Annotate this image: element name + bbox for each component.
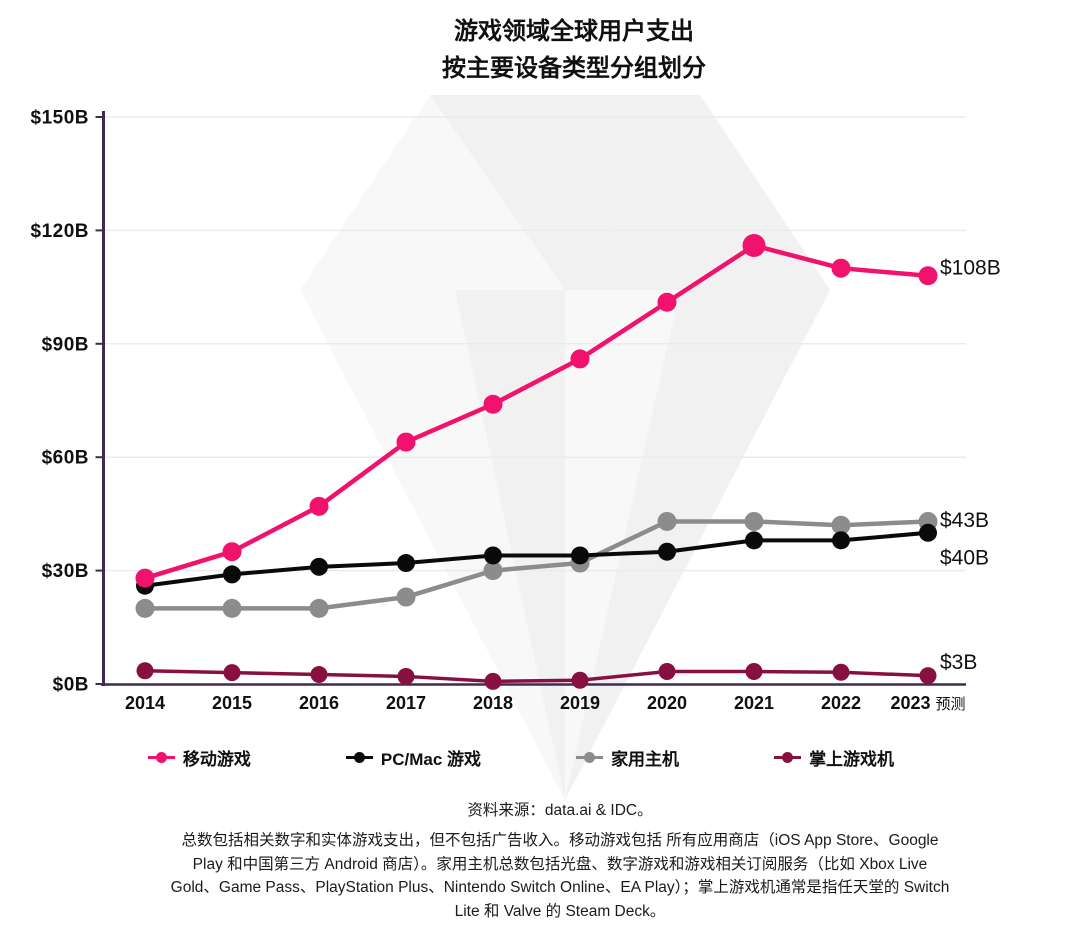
data-point-mobile-2022 (831, 258, 851, 278)
data-point-mobile-2019 (570, 349, 590, 369)
footnote-line: 总数包括相关数字和实体游戏支出，但不包括广告收入。移动游戏包括 所有应用商店（i… (181, 832, 939, 850)
data-point-mobile-2018 (483, 394, 503, 414)
footnote-line: Gold、Game Pass、PlayStation Plus、Nintendo… (170, 879, 950, 897)
y-axis-label-$120B: $120B (31, 221, 90, 242)
data-point-pc-mac-2020 (658, 542, 676, 561)
legend-item-pc-mac: PC/Mac 游戏 (345, 745, 482, 770)
legend-label-mobile: 移动游戏 (182, 750, 251, 769)
x-axis-label-2022: 2022 (821, 693, 861, 713)
data-point-pc-mac-2023 (919, 523, 937, 542)
legend-marker-dot (584, 752, 596, 763)
gem-facet (565, 290, 830, 800)
data-point-pc-mac-2018 (484, 546, 502, 565)
data-point-handheld-2022 (832, 663, 850, 681)
data-point-handheld-2023 (919, 667, 937, 685)
x-axis-label-2023: 2023 预测 (890, 693, 965, 713)
methodology-notes: 总数包括相关数字和实体游戏支出，但不包括广告收入。移动游戏包括 所有应用商店（i… (40, 829, 1080, 923)
data-point-console-2017 (396, 587, 416, 607)
data-point-console-2014 (135, 598, 155, 618)
chart-title-line1: 游戏领域全球用户支出 (454, 18, 694, 45)
end-value-label-handheld: $3B (940, 651, 977, 674)
data-point-pc-mac-2019 (571, 546, 589, 565)
data-point-console-2020 (657, 511, 677, 531)
chart-title-line2: 按主要设备类型分组划分 (442, 55, 706, 82)
y-axis-label-$30B: $30B (42, 561, 89, 582)
y-axis-label-$60B: $60B (42, 448, 89, 469)
legend: 移动游戏 PC/Mac 游戏 家用主机 掌上游戏机 (0, 745, 1080, 770)
source-note: 资料来源：data.ai & IDC。 (467, 802, 653, 819)
data-point-pc-mac-2022 (832, 531, 850, 550)
y-axis-label-$150B: $150B (31, 108, 90, 129)
data-point-handheld-2015 (223, 664, 241, 682)
data-point-pc-mac-2021 (745, 531, 763, 550)
legend-marker-console (576, 751, 604, 764)
data-point-mobile-2016 (309, 496, 329, 516)
data-point-mobile-2017 (396, 432, 416, 452)
x-axis-label-2016: 2016 (299, 693, 339, 713)
data-point-mobile-2015 (222, 542, 242, 562)
data-point-pc-mac-2017 (397, 554, 415, 573)
data-point-handheld-2021 (745, 663, 763, 681)
legend-marker-pc-mac (345, 751, 373, 764)
x-axis-label-2019: 2019 (560, 693, 600, 713)
y-axis-label-$0B: $0B (53, 675, 89, 696)
legend-item-handheld: 掌上游戏机 (774, 745, 894, 770)
data-point-console-2022 (831, 515, 851, 535)
data-point-handheld-2017 (397, 667, 415, 685)
data-point-handheld-2018 (484, 672, 502, 690)
data-point-console-2015 (222, 598, 242, 618)
legend-label-console: 家用主机 (611, 750, 680, 769)
end-value-label-console: $43B (940, 509, 989, 532)
footnotes: 资料来源：data.ai & IDC。 总数包括相关数字和实体游戏支出，但不包括… (0, 799, 1080, 923)
chart-title: 游戏领域全球用户支出 按主要设备类型分组划分 (0, 13, 1080, 87)
data-point-mobile-2023 (918, 266, 938, 286)
footnote-line: Play 和中国第三方 Android 商店）。家用主机总数包括光盘、数字游戏和… (192, 855, 928, 873)
legend-marker-dot (353, 752, 365, 763)
data-point-console-2021 (744, 511, 764, 531)
end-value-label-pc-mac: $40B (940, 546, 989, 569)
series-line-console (145, 519, 929, 611)
x-axis-label-2014: 2014 (125, 693, 165, 713)
data-point-console-2018 (483, 561, 503, 581)
legend-marker-mobile (147, 751, 175, 764)
data-point-handheld-2020 (658, 663, 676, 681)
data-point-handheld-2014 (136, 662, 154, 680)
legend-label-pc-mac: PC/Mac 游戏 (380, 750, 482, 769)
gem-facet (300, 290, 565, 800)
y-axis-label-$90B: $90B (42, 334, 89, 355)
data-point-console-2016 (309, 598, 329, 618)
data-point-handheld-2019 (571, 671, 589, 689)
footnote-line: Lite 和 Valve 的 Steam Deck。 (454, 902, 666, 920)
legend-marker-handheld (774, 751, 802, 764)
x-axis-label-2018: 2018 (473, 693, 513, 713)
x-axis-label-2020: 2020 (647, 693, 687, 713)
series-line-mobile (144, 243, 929, 581)
data-point-handheld-2016 (310, 666, 328, 684)
series-line-handheld (144, 669, 929, 684)
data-point-mobile-2020 (657, 292, 677, 312)
gem-facet (300, 95, 565, 290)
data-point-pc-mac-2016 (310, 557, 328, 576)
x-axis-label-2015: 2015 (212, 693, 252, 713)
data-point-pc-mac-2015 (223, 565, 241, 584)
gem-facet (455, 290, 565, 800)
gem-facet (430, 95, 700, 290)
x-axis-label-2017: 2017 (386, 693, 426, 713)
legend-item-console: 家用主机 (576, 745, 679, 770)
data-point-mobile-2014 (135, 568, 155, 588)
legend-item-mobile: 移动游戏 (147, 745, 251, 770)
legend-marker-dot (155, 752, 167, 763)
legend-label-handheld: 掌上游戏机 (809, 750, 895, 769)
legend-marker-dot (782, 752, 794, 763)
data-point-mobile-2021 (742, 234, 766, 258)
series-line-pc-mac (144, 530, 929, 588)
end-value-label-mobile: $108B (940, 256, 1001, 279)
x-axis-label-2021: 2021 (734, 693, 774, 713)
